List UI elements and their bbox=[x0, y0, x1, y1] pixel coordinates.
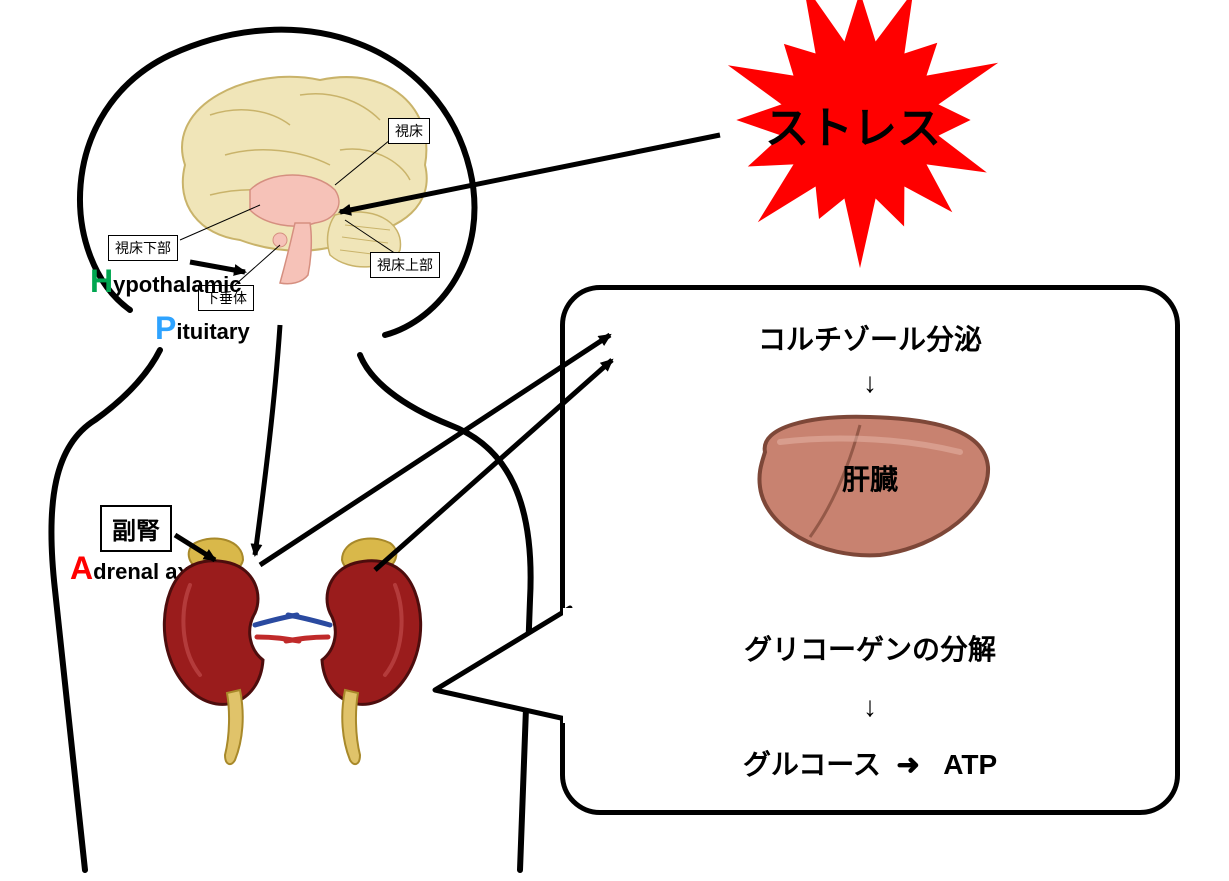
arrows-layer bbox=[0, 0, 1229, 881]
